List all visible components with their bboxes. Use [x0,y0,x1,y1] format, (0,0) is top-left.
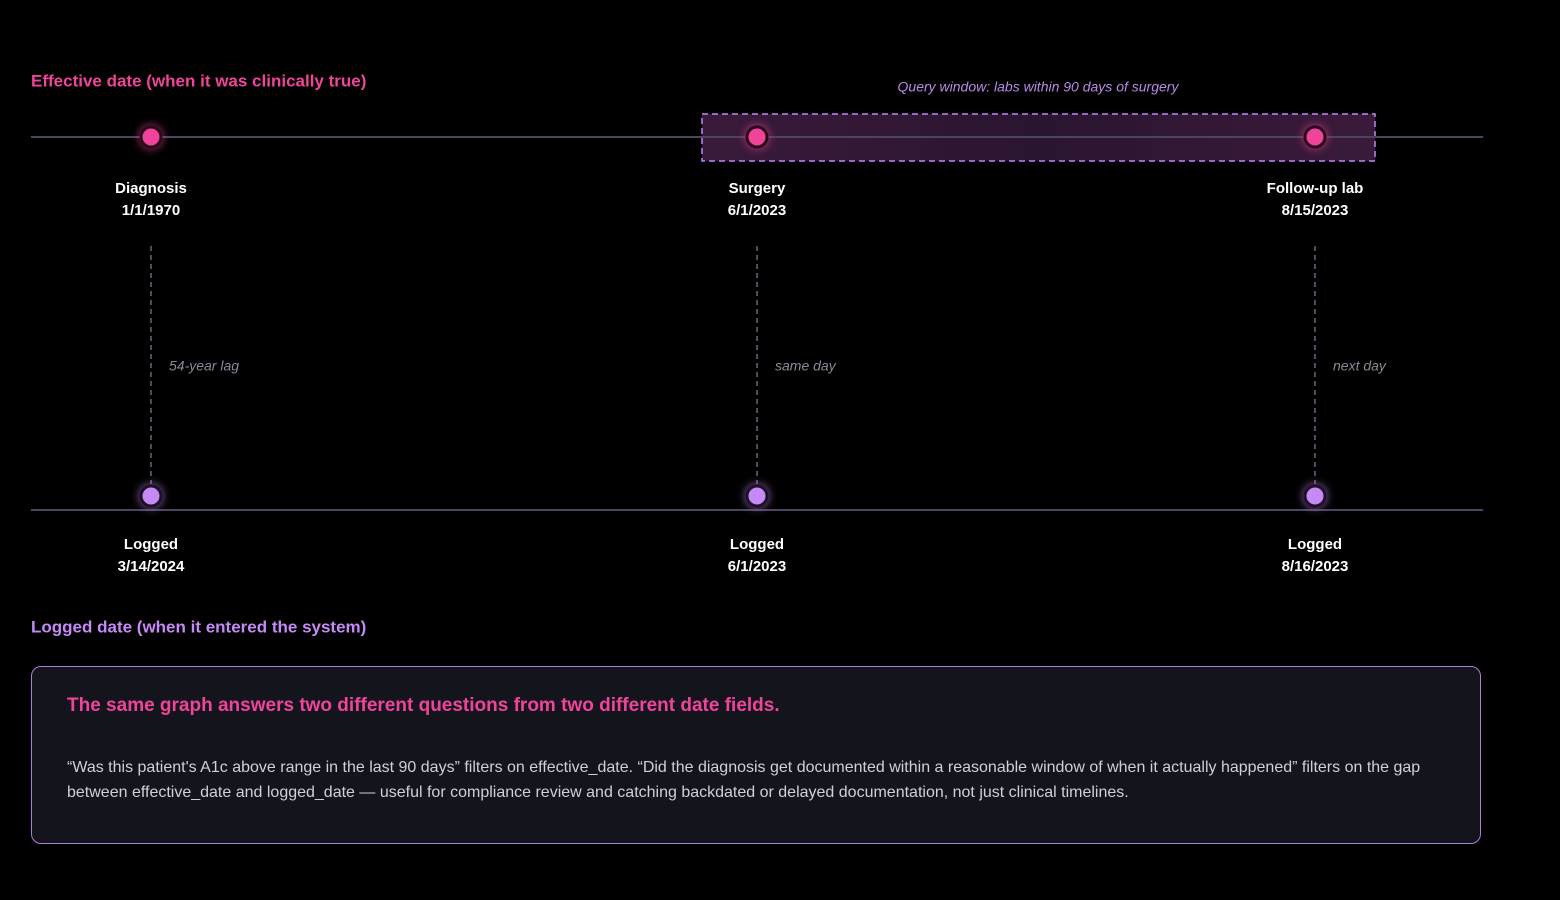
effective-date: 8/15/2023 [1282,202,1349,219]
logged-name: Logged [124,536,178,553]
effective-date: 1/1/1970 [122,202,180,219]
logged-date: 8/16/2023 [1282,558,1349,575]
effective-date: 6/1/2023 [728,202,786,219]
lag-label: 54-year lag [169,358,239,374]
effective-dot [139,125,163,149]
effective-dot [1303,125,1327,149]
logged-dot [1303,484,1327,508]
logged-label: Logged date (when it entered the system) [31,617,366,636]
logged-dot [139,484,163,508]
logged-name: Logged [1288,536,1342,553]
logged-name: Logged [730,536,784,553]
logged-dot [745,484,769,508]
note-title: The same graph answers two different que… [67,695,780,716]
lag-label: next day [1333,358,1387,374]
note-card: The same graph answers two different que… [31,666,1481,844]
effective-label: Effective date (when it was clinically t… [31,71,366,90]
logged-date: 3/14/2024 [118,558,185,575]
logged-date: 6/1/2023 [728,558,786,575]
lag-label: same day [775,358,837,374]
event-name: Diagnosis [115,180,187,197]
effective-dot [745,125,769,149]
event-name: Follow-up lab [1267,180,1364,197]
note-body: “Was this patient's A1c above range in t… [67,759,1421,801]
query-window-label: Query window: labs within 90 days of sur… [898,79,1180,95]
event-name: Surgery [729,180,786,197]
